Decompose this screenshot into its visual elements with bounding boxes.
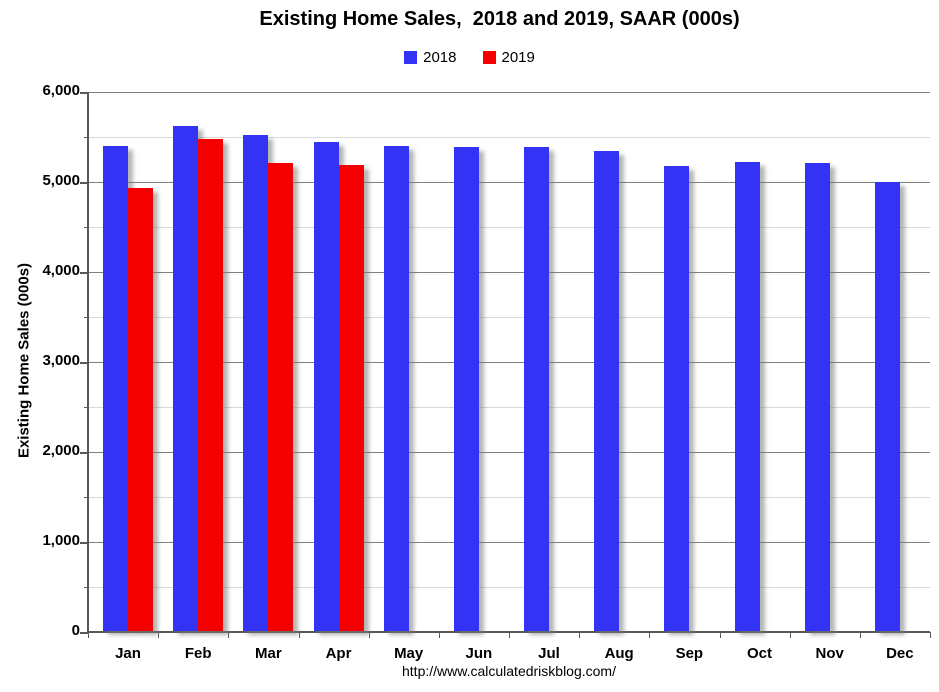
month-label-Dec: Dec — [886, 645, 914, 662]
ytick-major — [80, 452, 88, 454]
ytick-label: 4,000 — [42, 262, 80, 279]
minor-gridline — [88, 317, 930, 318]
bar-2018-Feb — [173, 126, 199, 631]
xtick — [158, 632, 160, 638]
xtick — [859, 632, 861, 638]
ytick-label: 3,000 — [42, 352, 80, 369]
minor-gridline — [88, 587, 930, 588]
bar-2018-Sep — [664, 165, 690, 631]
minor-gridline — [88, 407, 930, 408]
ytick-minor — [84, 227, 88, 228]
legend-item-2018: 2018 — [404, 49, 457, 66]
ytick-major — [80, 362, 88, 364]
xtick — [228, 632, 230, 638]
ytick-minor — [84, 587, 88, 588]
month-label-Jan: Jan — [115, 645, 141, 662]
month-label-Oct: Oct — [746, 645, 772, 662]
ytick-label: 6,000 — [42, 82, 80, 99]
footer-url: http://www.calculatedriskblog.com/ — [402, 663, 616, 679]
major-gridline — [88, 542, 930, 543]
bar-2018-Jul — [524, 146, 549, 631]
month-label-May: May — [394, 645, 424, 662]
major-gridline — [88, 272, 930, 273]
ytick-label: 1,000 — [42, 532, 80, 549]
xtick — [719, 632, 721, 638]
month-label-Sep: Sep — [675, 645, 704, 662]
bar-2019-Jan — [128, 188, 153, 631]
legend-label: 2019 — [501, 49, 535, 66]
bar-2019-Feb — [198, 138, 224, 631]
month-label-Apr: Apr — [325, 645, 352, 662]
xtick — [649, 632, 651, 638]
xtick — [930, 632, 931, 638]
xtick — [579, 632, 581, 638]
ytick-minor — [84, 407, 88, 408]
chart-title: Existing Home Sales, 2018 and 2019, SAAR… — [259, 8, 740, 30]
ytick-major — [80, 92, 88, 94]
bar-2018-Aug — [594, 151, 620, 631]
xtick — [298, 632, 300, 638]
major-gridline — [88, 452, 930, 453]
xtick — [789, 632, 791, 638]
bar-2018-Apr — [313, 141, 339, 631]
major-gridline — [88, 182, 930, 183]
ytick-major — [80, 182, 88, 184]
chart-legend: 2018 2019 — [0, 49, 939, 66]
xtick — [438, 632, 440, 638]
legend-swatch-2019 — [482, 51, 496, 64]
bar-2018-Jan — [103, 146, 128, 631]
minor-gridline — [88, 227, 930, 228]
ytick-minor — [84, 317, 88, 318]
bar-2019-Apr — [338, 164, 364, 631]
ytick-label: 2,000 — [42, 442, 80, 459]
xtick — [368, 632, 370, 638]
month-label-Feb: Feb — [184, 645, 212, 662]
ytick-major — [80, 542, 88, 544]
bar-2018-Dec — [874, 182, 900, 631]
legend-label: 2018 — [423, 49, 457, 66]
bar-2018-Oct — [734, 162, 760, 631]
xtick — [88, 632, 89, 638]
major-gridline — [88, 362, 930, 363]
ytick-major — [80, 272, 88, 274]
x-axis-line — [88, 631, 930, 633]
month-label-Jul: Jul — [538, 645, 560, 662]
month-label-Mar: Mar — [254, 645, 282, 662]
legend-swatch-2018 — [404, 51, 418, 64]
ytick-label: 5,000 — [42, 172, 80, 189]
ytick-minor — [84, 137, 88, 138]
month-label-Aug: Aug — [604, 645, 634, 662]
minor-gridline — [88, 497, 930, 498]
ytick-major — [80, 632, 88, 634]
major-gridline — [88, 92, 930, 93]
month-label-Jun: Jun — [465, 645, 493, 662]
bar-2018-Mar — [243, 135, 269, 631]
ytick-minor — [84, 497, 88, 498]
minor-gridline — [88, 137, 930, 138]
ytick-label: 0 — [71, 622, 80, 639]
bar-2018-Jun — [453, 146, 479, 631]
y-axis-line — [87, 92, 89, 632]
bar-2019-Mar — [268, 163, 294, 631]
legend-item-2019: 2019 — [482, 49, 535, 66]
xtick — [509, 632, 510, 638]
month-label-Nov: Nov — [815, 645, 844, 662]
bar-2018-Nov — [804, 163, 830, 631]
bar-2018-May — [383, 146, 409, 631]
